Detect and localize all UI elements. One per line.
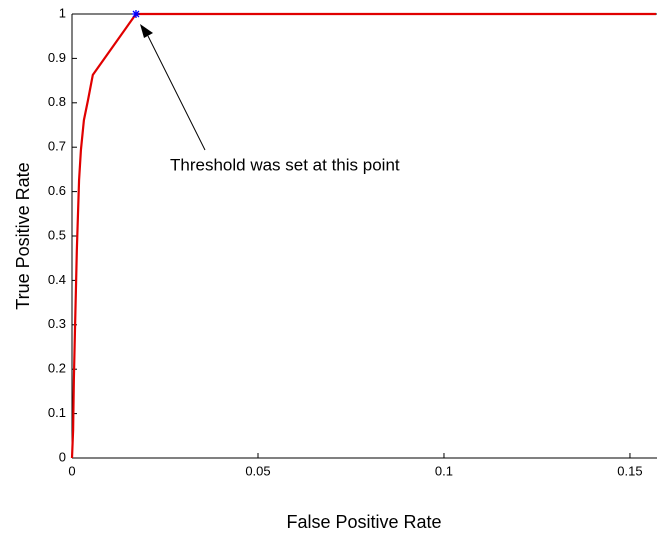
y-tick-label: 0.1 — [48, 405, 66, 420]
y-tick-label: 0 — [59, 449, 66, 464]
x-tick-label: 0.05 — [245, 463, 270, 478]
y-tick-label: 0.6 — [48, 183, 66, 198]
roc-curve — [70, 12, 656, 459]
annotation-arrow — [147, 35, 206, 151]
y-tick-label: 0.3 — [48, 316, 66, 331]
x-tick-label: 0.15 — [617, 463, 642, 478]
y-tick-label: 0.9 — [48, 50, 66, 65]
y-axis-label: True Positive Rate — [13, 162, 33, 309]
y-tick-label: 0.8 — [48, 94, 66, 109]
annotation: Threshold was set at this point — [170, 155, 400, 174]
y-tick-label: 0.5 — [48, 227, 66, 242]
y-tick-label: 0.4 — [48, 272, 66, 287]
x-tick-label: 0.1 — [435, 463, 453, 478]
y-tick-label: 0.2 — [48, 361, 66, 376]
arrow-head — [140, 24, 153, 38]
x-tick-label: 0 — [68, 463, 75, 478]
y-tick-label: 1 — [59, 5, 66, 20]
y-tick-label: 0.7 — [48, 139, 66, 154]
x-axis-label: False Positive Rate — [286, 512, 441, 532]
threshold-marker — [131, 10, 140, 18]
